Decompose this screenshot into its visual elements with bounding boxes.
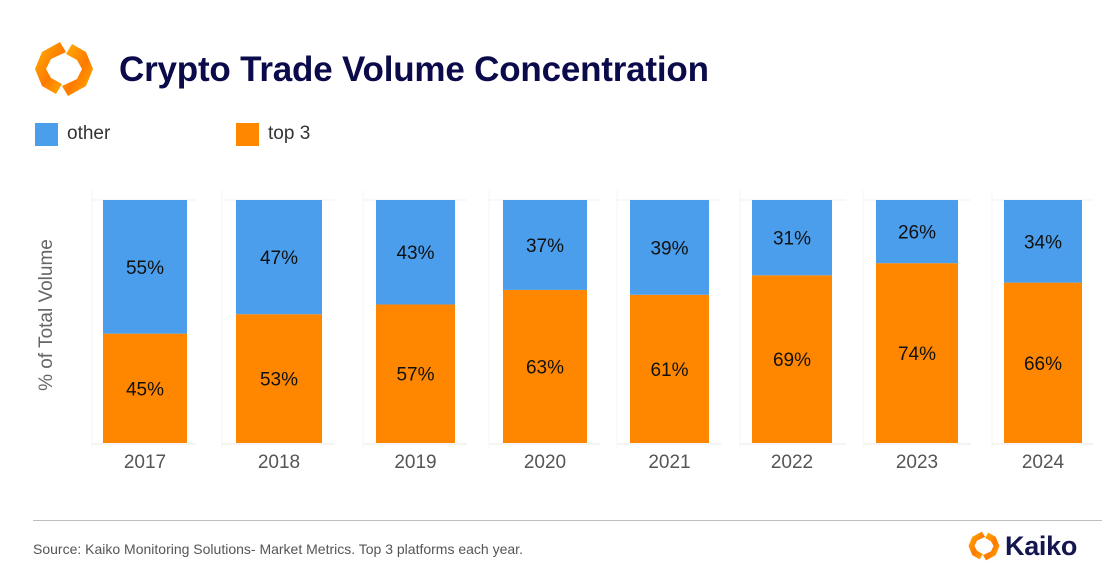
footer-divider (33, 520, 1102, 521)
data-label-top3-2024: 66% (1024, 354, 1062, 375)
data-label-other-2017: 55% (126, 258, 164, 279)
bar-top3-2019 (376, 304, 455, 443)
bar-top3-2017 (103, 333, 187, 443)
brand-name: Kaiko (1005, 530, 1078, 561)
bar-other-2023 (876, 200, 958, 264)
data-label-other-2024: 34% (1024, 232, 1062, 253)
data-label-other-2018: 47% (260, 248, 298, 269)
bar-other-2020 (503, 200, 587, 290)
data-label-other-2022: 31% (773, 229, 811, 250)
bar-top3-2022 (752, 275, 832, 443)
data-label-top3-2021: 61% (650, 360, 688, 381)
legend-label-top3: top 3 (268, 123, 311, 144)
kaiko-brand-logo-icon (968, 531, 1000, 561)
x-tick-label-2019: 2019 (394, 452, 436, 473)
bar-top3-2024 (1004, 282, 1082, 443)
bar-top3-2020 (503, 289, 587, 443)
legend-label-other: other (67, 123, 111, 144)
data-label-other-2020: 37% (526, 236, 564, 257)
legend-item-other: other (35, 122, 110, 146)
x-tick-label-2020: 2020 (524, 452, 566, 473)
x-tick-label-2022: 2022 (771, 452, 813, 473)
x-tick-label-2024: 2024 (1022, 452, 1065, 473)
chart-title: Crypto Trade Volume Concentration (119, 50, 709, 89)
legend-swatch-other (35, 122, 58, 146)
x-tick-label-2018: 2018 (258, 452, 300, 473)
bar-top3-2023 (876, 263, 958, 443)
legend-swatch-top3 (236, 122, 259, 146)
data-label-top3-2018: 53% (260, 370, 298, 391)
data-label-other-2019: 43% (396, 243, 434, 264)
bar-other-2018 (236, 200, 322, 315)
bar-other-2022 (752, 200, 832, 276)
data-label-other-2021: 39% (650, 238, 688, 259)
footer-brand: Kaiko (968, 530, 1077, 562)
data-label-top3-2020: 63% (526, 357, 564, 378)
data-label-top3-2022: 69% (773, 350, 811, 371)
legend-item-top3: top 3 (236, 122, 310, 146)
bar-other-2021 (630, 200, 709, 295)
kaiko-logo-icon (35, 42, 93, 96)
bar-top3-2018 (236, 314, 322, 443)
data-label-other-2023: 26% (898, 223, 936, 244)
source-note: Source: Kaiko Monitoring Solutions- Mark… (33, 541, 523, 557)
bar-other-2019 (376, 200, 455, 305)
bar-other-2017 (103, 200, 187, 334)
bar-top3-2021 (630, 294, 709, 443)
data-label-top3-2017: 45% (126, 379, 164, 400)
x-tick-label-2017: 2017 (124, 452, 166, 473)
x-tick-label-2021: 2021 (648, 452, 690, 473)
data-label-top3-2019: 57% (396, 365, 434, 386)
x-tick-label-2023: 2023 (896, 452, 938, 473)
data-label-top3-2023: 74% (898, 344, 936, 365)
bar-other-2024 (1004, 200, 1082, 283)
